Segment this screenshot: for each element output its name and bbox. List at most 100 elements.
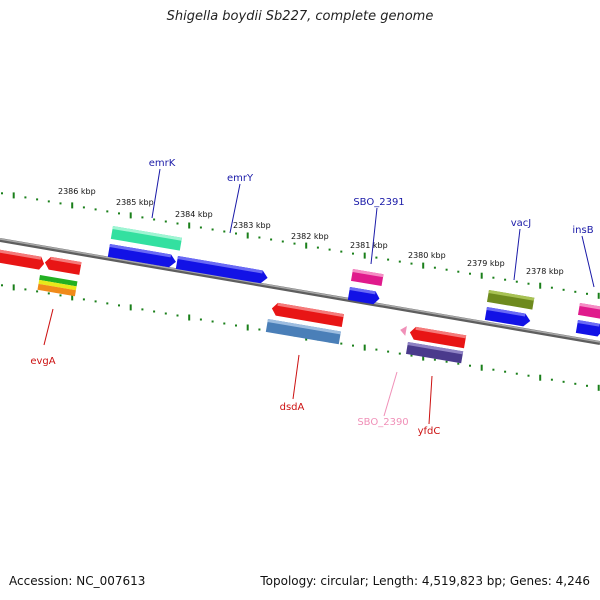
tick-mark	[106, 210, 109, 213]
tick-mark	[574, 290, 577, 293]
callout-lines	[43, 168, 595, 425]
tick-mark	[550, 378, 553, 381]
tick-mark	[141, 216, 144, 219]
tick-mark	[597, 384, 600, 391]
gene-left-red-1[interactable]	[0, 248, 45, 270]
tick-mark	[59, 294, 62, 297]
tick-mark	[539, 282, 542, 289]
tick-mark	[457, 362, 460, 365]
tick-mark	[1, 284, 3, 287]
tick-mark	[504, 278, 507, 281]
gene-vacJ[interactable]	[486, 290, 535, 310]
tick-mark	[235, 324, 237, 327]
tick-mark	[562, 380, 565, 383]
tick-mark	[223, 230, 226, 233]
tick-mark	[363, 344, 366, 351]
tick-mark	[1, 192, 3, 195]
genome-summary: Topology: circular; Length: 4,519,823 bp…	[260, 574, 590, 588]
gene-emrY[interactable]	[175, 255, 269, 284]
gene-SBO_2391[interactable]	[350, 269, 384, 287]
tick-mark	[211, 228, 214, 231]
tick-mark	[539, 374, 542, 381]
gene-SBO_2391-cds[interactable]	[347, 287, 381, 305]
tick-mark	[352, 344, 354, 347]
tick-mark	[118, 304, 120, 307]
tick-mark	[527, 374, 530, 377]
gene-labels: emrK emrY SBO_2391 vacJ insB evgA dsdA S…	[30, 158, 593, 437]
tick-mark	[492, 368, 495, 371]
kbp-label-2386: 2386 kbp	[58, 187, 96, 196]
tick-mark	[293, 242, 296, 245]
tick-mark	[410, 262, 413, 265]
gene-emrK[interactable]	[110, 226, 182, 251]
reverse-genes	[0, 248, 467, 364]
tick-mark	[47, 292, 50, 295]
gene-dsdA[interactable]	[271, 302, 344, 327]
tick-mark	[515, 280, 518, 283]
label-evgA: evgA	[30, 356, 55, 367]
tick-mark	[515, 372, 518, 375]
tick-mark	[47, 200, 50, 203]
gene-insB-cds[interactable]	[575, 320, 600, 337]
tick-mark	[36, 290, 39, 293]
tick-mark	[129, 304, 132, 311]
tick-mark	[410, 354, 413, 357]
tick-mark	[12, 284, 15, 291]
gene-vacJ-cds[interactable]	[484, 307, 532, 327]
tick-mark	[118, 212, 120, 215]
gene-emrK-cds[interactable]	[107, 244, 177, 268]
tick-mark	[398, 260, 401, 263]
tick-mark	[305, 242, 308, 249]
tick-mark	[59, 202, 62, 205]
kbp-label-2382: 2382 kbp	[291, 232, 329, 241]
tick-mark	[281, 240, 284, 243]
tick-mark	[562, 288, 565, 291]
gene-evgA[interactable]	[37, 275, 78, 297]
tick-mark	[246, 324, 249, 331]
gene-dsdA-rna[interactable]	[265, 319, 341, 345]
tick-mark	[398, 352, 401, 355]
tick-mark	[188, 222, 191, 229]
tick-mark	[199, 226, 202, 229]
tick-mark	[340, 342, 343, 345]
tick-mark	[12, 192, 15, 199]
kbp-labels: 2386 kbp 2385 kbp 2384 kbp 2383 kbp 2382…	[58, 187, 564, 276]
tick-mark	[258, 328, 261, 331]
tick-mark	[352, 252, 354, 255]
tick-mark	[223, 322, 226, 325]
tick-mark	[445, 268, 448, 271]
forward-genes	[107, 226, 600, 337]
tick-mark	[469, 364, 471, 367]
tick-mark	[36, 198, 39, 201]
tick-mark	[71, 294, 74, 301]
tick-mark	[246, 232, 249, 239]
tick-mark	[82, 298, 85, 301]
gene-left-red-2[interactable]	[44, 256, 82, 275]
gene-yfdC[interactable]	[409, 326, 467, 349]
tick-mark	[106, 302, 109, 305]
tick-mark	[94, 300, 97, 303]
tick-mark	[375, 348, 378, 351]
tick-mark	[24, 196, 27, 199]
tick-mark	[153, 310, 156, 313]
label-emrY: emrY	[227, 173, 254, 184]
label-dsdA: dsdA	[280, 402, 305, 413]
tick-mark	[340, 250, 343, 253]
tick-mark	[176, 314, 179, 317]
tick-mark	[270, 238, 273, 241]
gene-yfdC-rna[interactable]	[405, 342, 464, 364]
gene-insB[interactable]	[577, 303, 600, 319]
tick-mark	[457, 270, 460, 273]
kbp-label-2384: 2384 kbp	[175, 210, 213, 219]
label-emrK: emrK	[149, 158, 176, 169]
tick-mark	[316, 246, 319, 249]
label-SBO_2391: SBO_2391	[353, 197, 404, 208]
genome-backbone	[0, 238, 600, 345]
gene-SBO_2390[interactable]	[399, 325, 407, 336]
accession-text: Accession: NC_007613	[9, 574, 146, 588]
tick-mark	[550, 286, 553, 289]
tick-mark	[445, 360, 448, 363]
tick-mark	[363, 252, 366, 259]
tick-mark	[235, 232, 237, 235]
tick-mark	[527, 282, 530, 285]
